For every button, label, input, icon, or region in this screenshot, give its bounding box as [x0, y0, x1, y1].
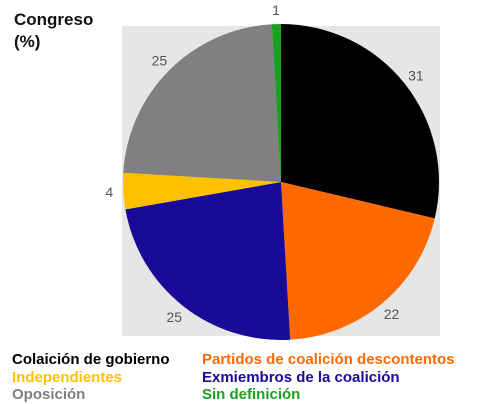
legend-item-partidos-descontentos: Partidos de coalición descontentos [202, 351, 455, 368]
pie-slice [123, 24, 282, 183]
data-label: 25 [152, 52, 168, 68]
pie-slice [123, 172, 281, 210]
data-label: 31 [408, 67, 424, 83]
data-label: 25 [167, 309, 183, 325]
chart-unit: (%) [14, 32, 41, 51]
pie-slice [271, 24, 281, 182]
legend-item-coalicion-gobierno: Colaición de gobierno [12, 351, 170, 368]
data-label: 4 [105, 184, 113, 200]
legend-item-independientes: Independientes [12, 369, 123, 386]
legend-item-sin-definicion: Sin definición [202, 386, 301, 403]
legend-item-oposicion: Oposición [12, 386, 86, 403]
pie-slice [125, 182, 291, 341]
chart-title: Congreso [14, 10, 94, 29]
pie-slice [281, 24, 439, 219]
data-label: 22 [384, 306, 400, 322]
pie-slice [281, 182, 435, 340]
data-label: 1 [272, 2, 280, 18]
legend-item-exmiembros: Exmiembros de la coalición [202, 369, 400, 386]
